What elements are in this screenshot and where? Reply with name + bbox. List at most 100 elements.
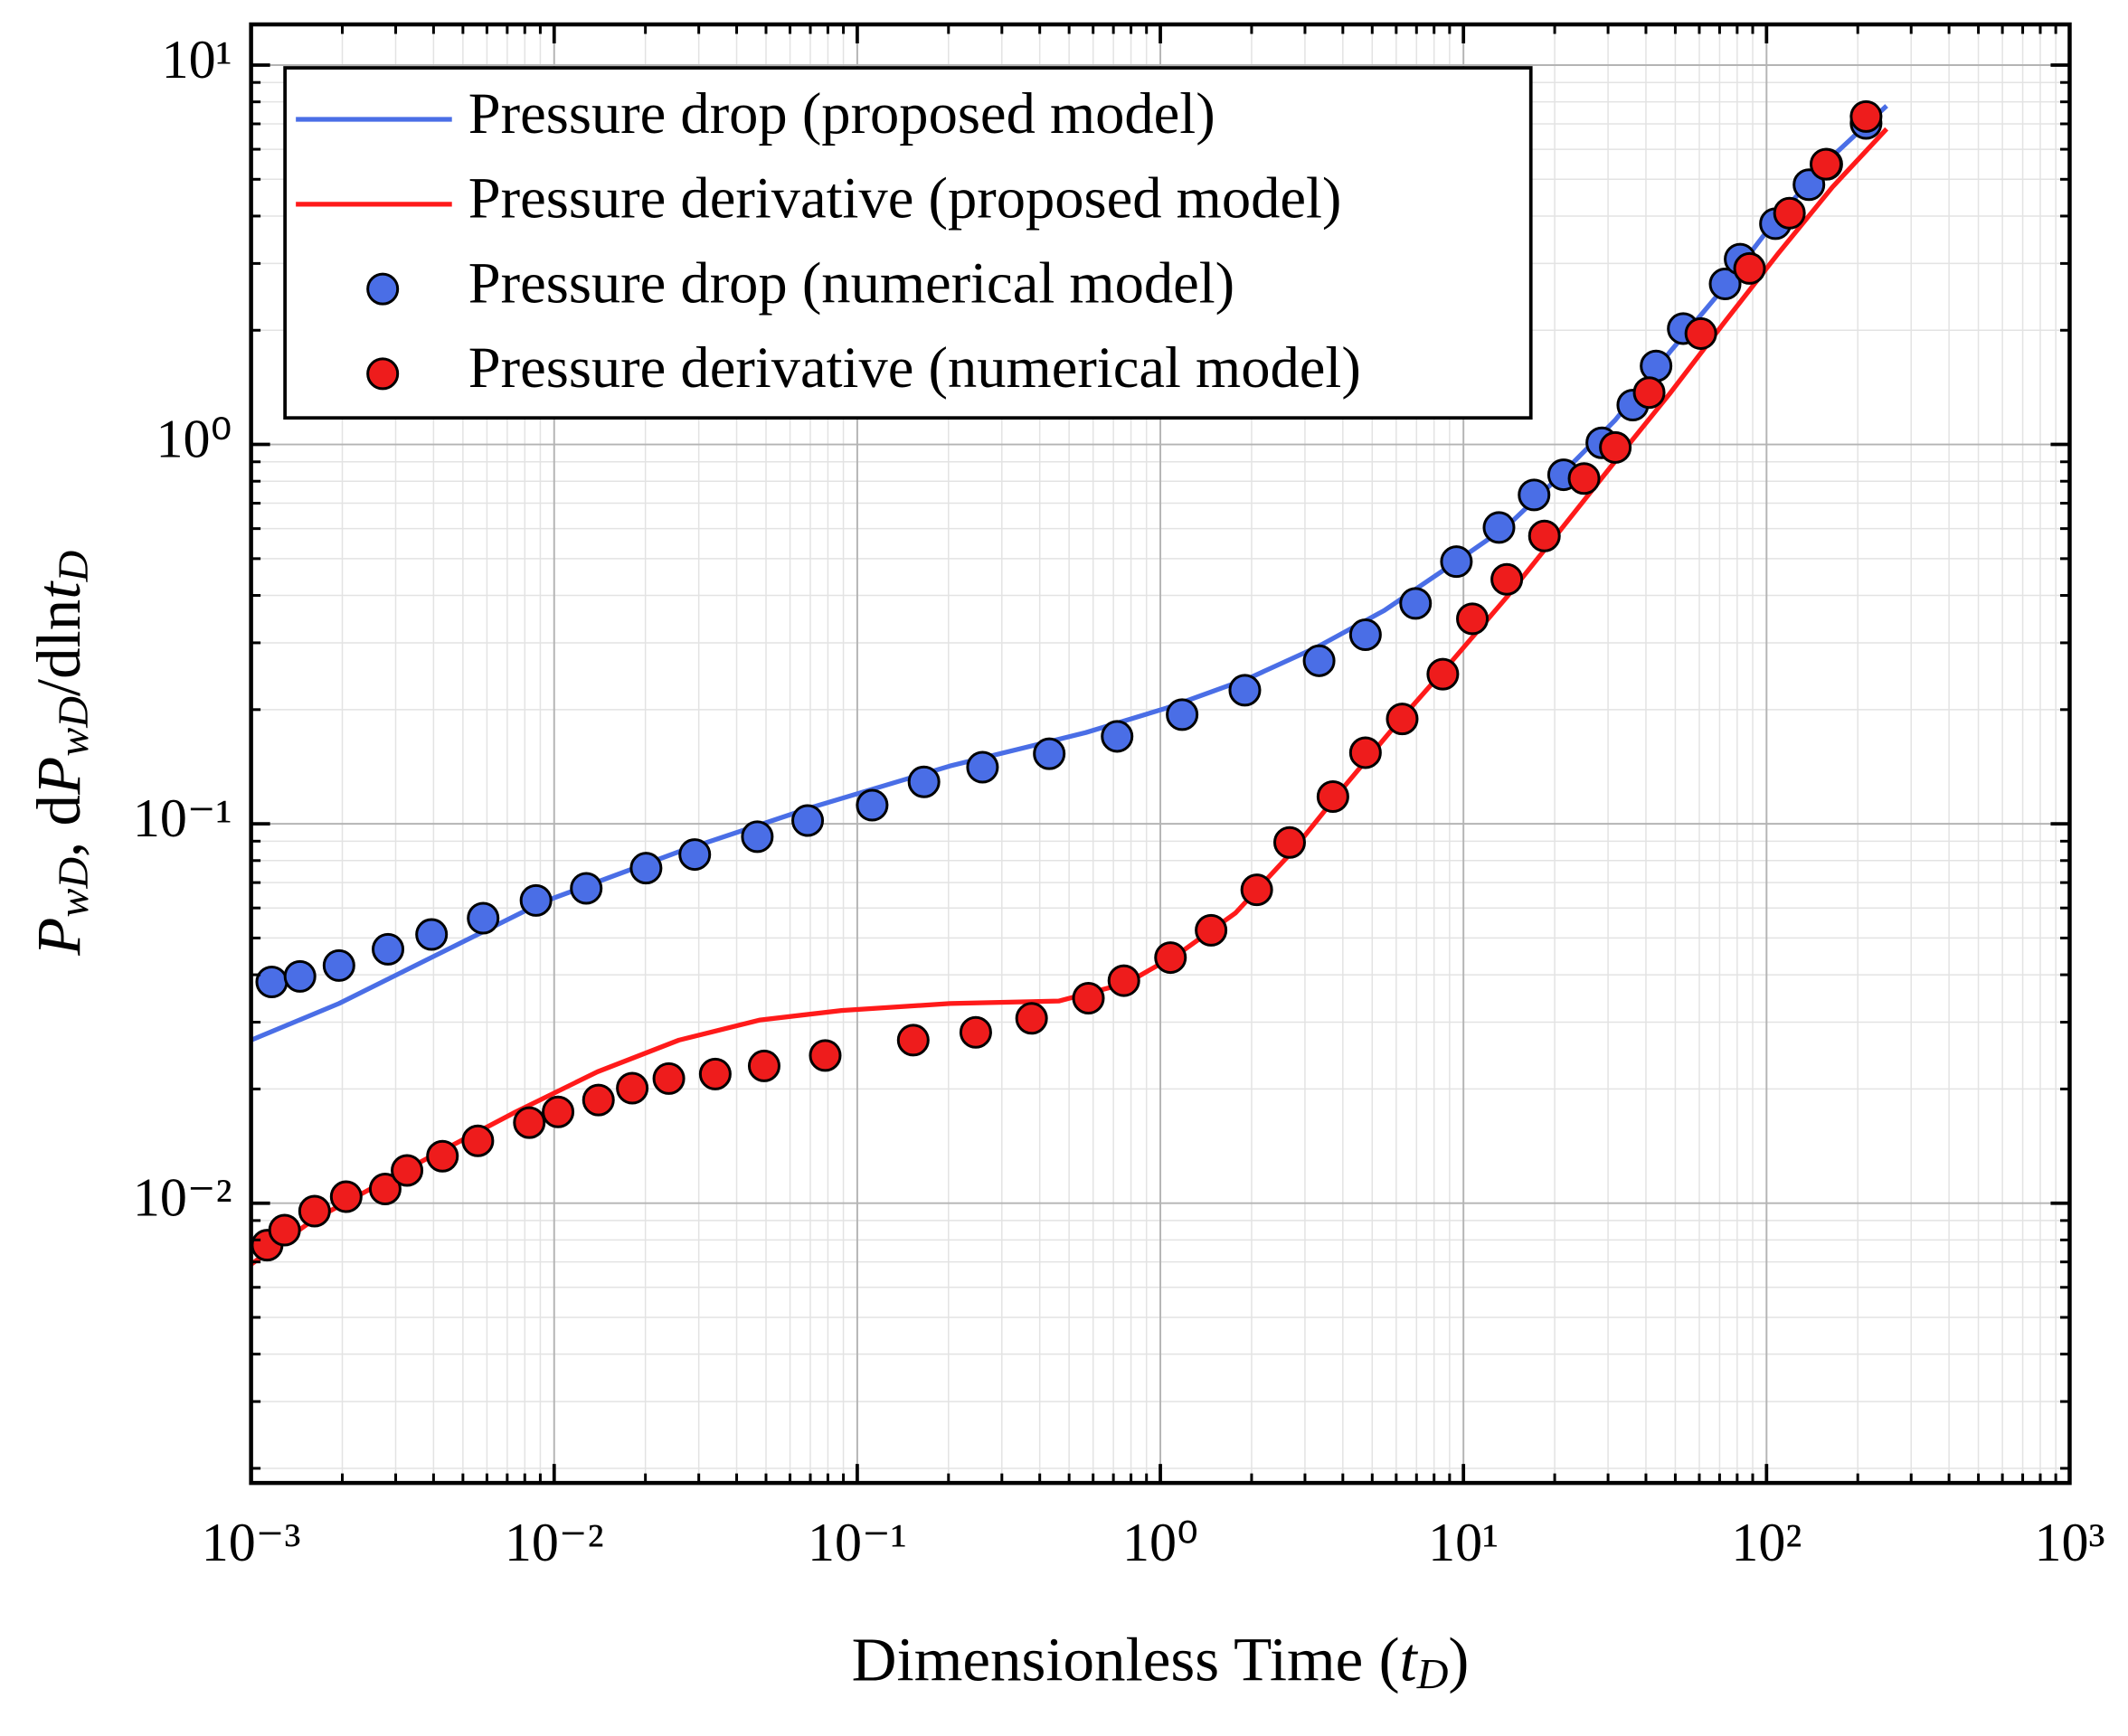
data-point xyxy=(1302,644,1336,677)
label-part: D xyxy=(50,551,98,583)
y-tick-label: 10¹ xyxy=(162,30,232,90)
y-axis-label: PwD, dPwD/dlntD xyxy=(24,551,99,957)
model-line xyxy=(250,127,1889,1267)
x-axis-label: Dimensionless Time (tD) xyxy=(852,1625,1470,1700)
data-point xyxy=(426,1139,459,1173)
data-point xyxy=(322,948,355,982)
legend-box xyxy=(283,66,1533,420)
label-part: /dln xyxy=(24,599,93,696)
label-part: Dimensionless Time ( xyxy=(852,1625,1400,1694)
data-point xyxy=(1482,511,1516,544)
label-part: wD xyxy=(50,857,98,918)
legend-label: Pressure drop (numerical model) xyxy=(468,250,1234,315)
data-point xyxy=(896,1024,930,1057)
data-point xyxy=(1316,779,1349,813)
y-tick-label: 10⁻¹ xyxy=(133,788,232,848)
data-point xyxy=(616,1071,649,1105)
legend: Pressure drop (proposed model) Pressure d… xyxy=(283,66,1533,420)
data-point xyxy=(329,1180,363,1213)
data-point xyxy=(1240,873,1273,907)
legend-label: Pressure derivative (numerical model) xyxy=(468,335,1361,400)
data-point xyxy=(298,1194,331,1228)
data-point xyxy=(268,1213,301,1247)
data-point xyxy=(907,765,941,798)
data-point xyxy=(1426,657,1460,691)
data-point xyxy=(1272,826,1306,859)
data-point xyxy=(698,1057,732,1090)
data-point xyxy=(1154,941,1187,975)
data-point xyxy=(1733,251,1766,285)
data-point xyxy=(1567,462,1601,495)
data-point xyxy=(1849,99,1883,133)
label-part: P xyxy=(24,757,93,796)
x-tick-label: 10³ xyxy=(2034,1513,2104,1572)
data-point xyxy=(467,901,500,935)
data-point xyxy=(1348,618,1382,652)
legend-marker xyxy=(366,357,400,391)
x-tick-label: 10¹ xyxy=(1428,1513,1499,1572)
data-point xyxy=(1033,737,1066,770)
label-part: t xyxy=(24,580,93,599)
label-part: wD xyxy=(50,696,98,757)
data-point xyxy=(1015,1002,1048,1035)
data-point xyxy=(809,1039,842,1072)
data-point xyxy=(461,1124,495,1157)
data-point xyxy=(747,1049,780,1082)
data-point xyxy=(1632,376,1666,410)
data-point xyxy=(966,750,999,784)
data-point xyxy=(652,1061,686,1095)
label-part: ) xyxy=(1448,1625,1469,1694)
data-point xyxy=(415,918,449,951)
data-point xyxy=(1101,720,1134,753)
data-point xyxy=(1348,736,1382,769)
data-point xyxy=(1399,587,1433,620)
x-tick-label: 10⁻² xyxy=(505,1513,604,1572)
data-point xyxy=(1773,196,1806,230)
data-point xyxy=(570,872,603,905)
data-point xyxy=(1809,147,1842,181)
data-point xyxy=(1684,316,1717,350)
data-point xyxy=(856,788,889,822)
data-point xyxy=(1107,964,1140,997)
data-point xyxy=(283,959,317,993)
data-point xyxy=(1228,674,1262,707)
data-point xyxy=(255,965,288,999)
label-part: , d xyxy=(24,795,93,857)
legend-label: Pressure derivative (proposed model) xyxy=(468,166,1342,231)
label-part: D xyxy=(1416,1651,1449,1699)
data-point xyxy=(1518,478,1551,512)
data-point xyxy=(1386,703,1419,736)
data-point xyxy=(741,820,774,854)
plot-frame xyxy=(249,22,2072,1486)
data-point xyxy=(372,932,405,966)
data-point xyxy=(513,1106,546,1139)
data-point xyxy=(1527,519,1561,552)
y-tick-label: 10⁻² xyxy=(133,1167,232,1227)
data-point xyxy=(959,1015,992,1049)
data-point xyxy=(1072,981,1105,1014)
axes: 10⁻³ 10⁻² 10⁻¹ 10⁰ 10¹ 10² 10³ 10⁻² 10⁻¹ 10⁰ 10¹ xyxy=(133,22,2104,1572)
x-tick-label: 10⁻¹ xyxy=(808,1513,907,1572)
data-point xyxy=(1456,602,1490,636)
data-point xyxy=(542,1095,575,1128)
data-point xyxy=(678,838,712,872)
data-point xyxy=(1490,562,1524,596)
data-point xyxy=(1640,349,1673,382)
data-point xyxy=(1195,913,1228,947)
data-point xyxy=(582,1083,615,1117)
data-point xyxy=(1599,430,1632,464)
data-point xyxy=(519,883,553,917)
x-tick-label: 10² xyxy=(1731,1513,1802,1572)
data-point xyxy=(1708,267,1742,300)
data-point xyxy=(1166,698,1199,731)
y-tick-label: 10⁰ xyxy=(156,409,232,468)
data-point xyxy=(368,1172,402,1205)
data-point xyxy=(1440,545,1473,579)
legend-marker xyxy=(366,272,400,306)
label-part: t xyxy=(1400,1625,1419,1694)
legend-label: Pressure drop (proposed model) xyxy=(468,81,1215,146)
data-point xyxy=(629,852,663,885)
x-tick-label: 10⁻³ xyxy=(202,1513,301,1572)
x-tick-label: 10⁰ xyxy=(1122,1513,1198,1572)
